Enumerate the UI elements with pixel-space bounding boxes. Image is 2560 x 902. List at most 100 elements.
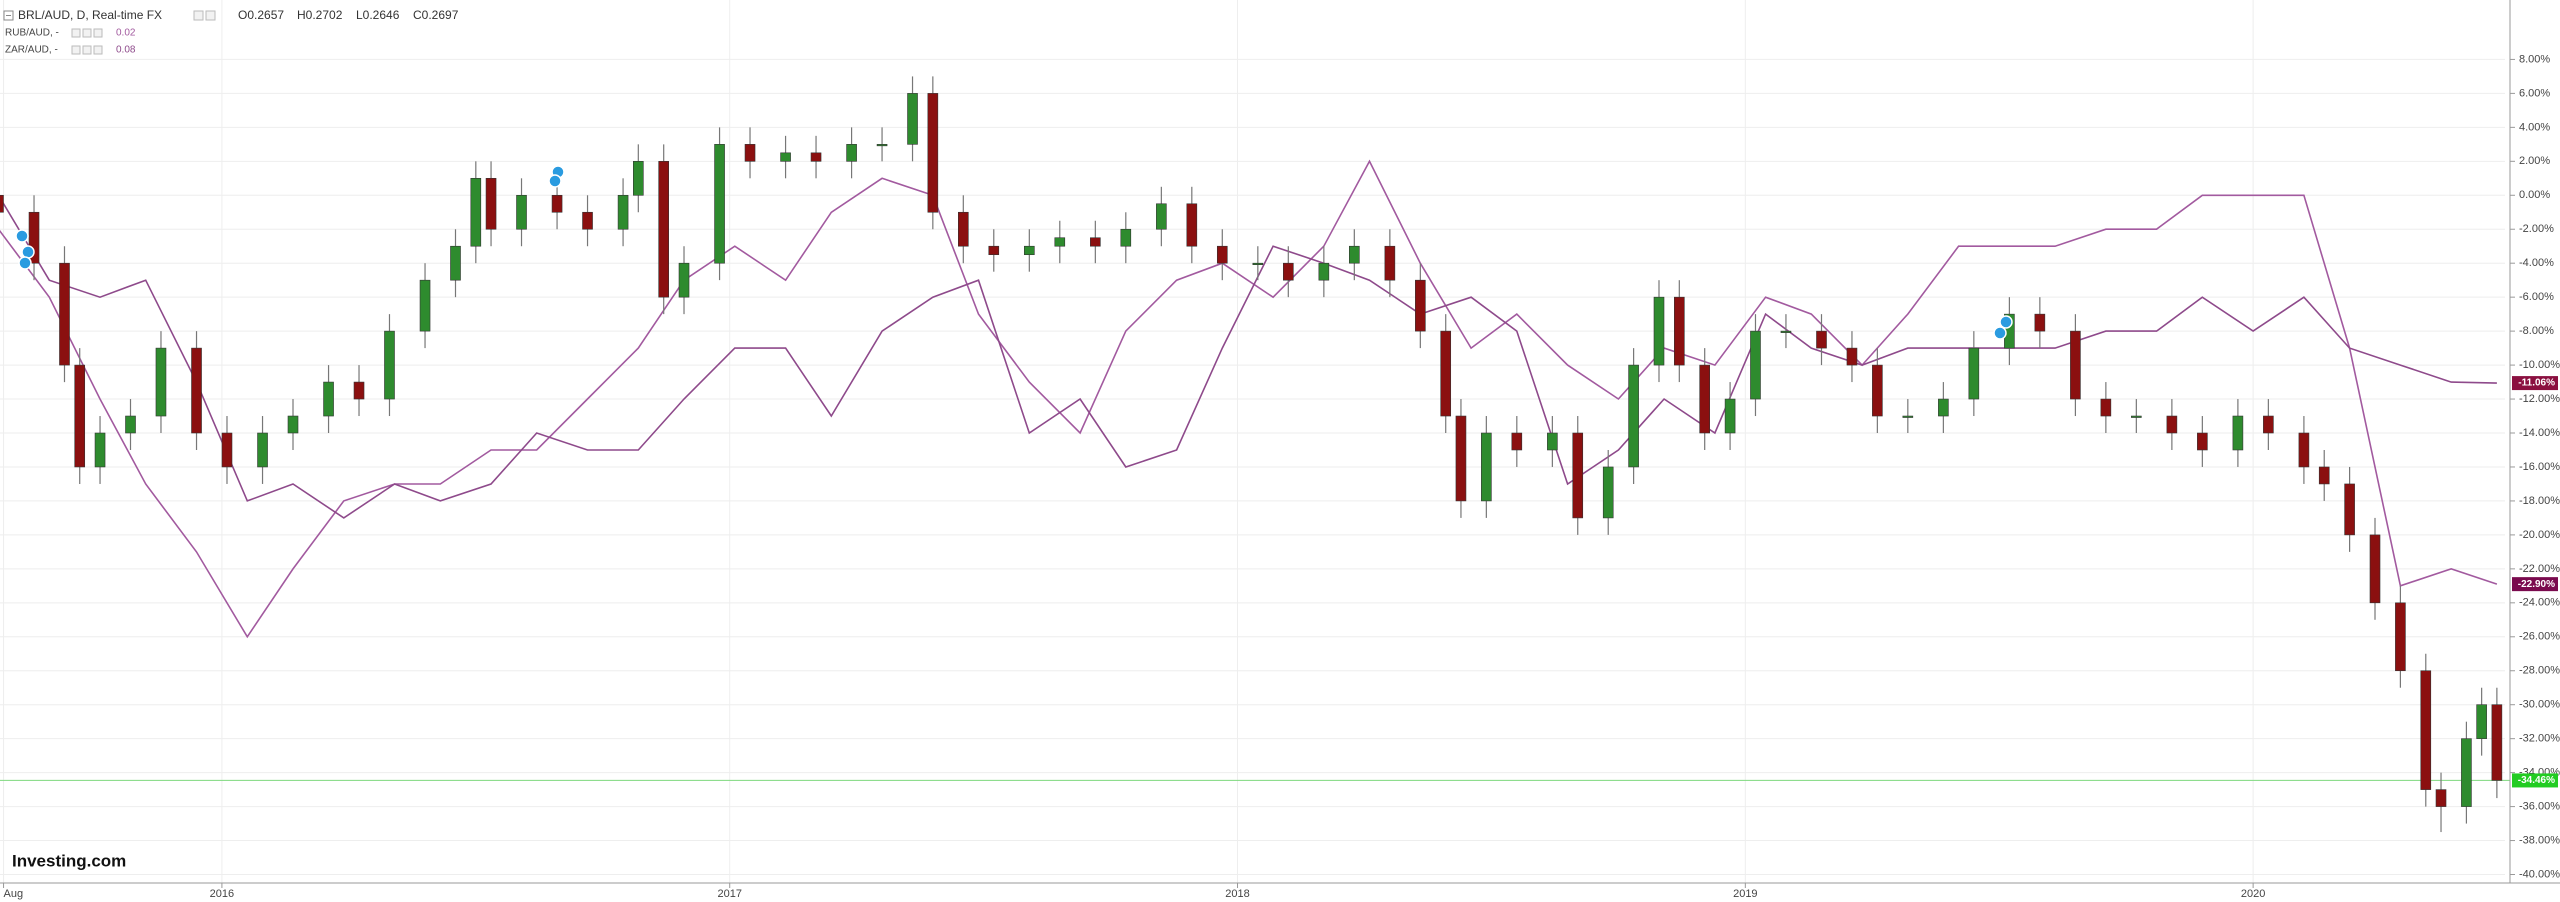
y-tick-label: -20.00% <box>2519 529 2560 541</box>
symbol-title: BRL/AUD, D, Real-time FX <box>18 8 162 22</box>
event-marker <box>1999 315 2013 329</box>
legend-button[interactable] <box>82 28 92 38</box>
candle-body <box>2318 466 2330 485</box>
legend-button[interactable] <box>71 28 81 38</box>
candle-body <box>155 347 167 417</box>
candle-body <box>2476 704 2487 739</box>
candle-body <box>1872 364 1883 417</box>
candle-body <box>485 177 497 230</box>
candle-body <box>714 144 725 264</box>
candle-body <box>2197 432 2208 451</box>
candle-body <box>94 432 106 468</box>
price-label-box <box>2512 773 2558 788</box>
candle-body <box>1547 432 1558 451</box>
candle-body <box>551 194 563 213</box>
candle-body <box>2491 704 2503 781</box>
candle-body <box>846 144 857 162</box>
close-button[interactable] <box>205 10 216 21</box>
candle-body <box>450 245 461 281</box>
y-tick-label: -22.00% <box>2519 563 2560 575</box>
collapse-icon[interactable] <box>3 10 14 21</box>
ohlc-close: C0.2697 <box>413 8 459 22</box>
candle-body <box>2344 483 2355 536</box>
candle-body <box>1216 245 1228 264</box>
candle-body <box>2100 398 2112 417</box>
candle-body <box>1846 347 1858 366</box>
legend-button[interactable] <box>71 45 81 55</box>
candle-layer <box>0 76 2503 833</box>
price-label-box <box>2512 376 2558 391</box>
candle-body <box>1283 262 1294 281</box>
y-tick-label: -36.00% <box>2519 800 2560 812</box>
candle-body <box>1750 330 1761 400</box>
candle-body <box>2166 415 2178 434</box>
candle-body <box>191 347 202 434</box>
candle-body <box>257 432 268 468</box>
candle-body <box>1090 237 1101 247</box>
candle-body <box>1186 203 1198 247</box>
candle-body <box>28 211 40 264</box>
price-label: -11.06% <box>2518 378 2555 389</box>
candle-body <box>1455 415 1467 502</box>
event-marker <box>15 229 29 243</box>
legend-value: 0.08 <box>116 45 136 56</box>
y-tick-label: -2.00% <box>2519 223 2554 235</box>
candle-body <box>419 279 431 332</box>
candle-body <box>323 381 334 417</box>
candle-body <box>221 432 233 468</box>
candle-body <box>2298 432 2310 468</box>
legend: RUB/AUD, - 0.02 ZAR/AUD, - 0.08 <box>5 28 136 56</box>
grid-layer <box>0 0 2510 883</box>
y-tick-label: -32.00% <box>2519 733 2560 745</box>
candle-body <box>617 194 629 230</box>
candle-body <box>1572 432 1584 519</box>
x-tick-label: Aug <box>4 888 24 900</box>
y-tick-label: -14.00% <box>2519 427 2560 439</box>
candle-body <box>1349 245 1360 264</box>
candle-body <box>1628 364 1639 468</box>
candle-body <box>125 415 136 434</box>
candle-body <box>582 211 593 230</box>
candle-body <box>988 245 1000 256</box>
candle-body <box>1699 364 1710 434</box>
candle-body <box>59 262 70 366</box>
candle-body <box>1653 296 1665 366</box>
candle-body <box>2263 415 2274 434</box>
candle-body <box>1054 237 1066 247</box>
candle-body <box>927 93 939 213</box>
candle-body <box>2070 330 2081 400</box>
candle-body <box>780 152 791 162</box>
y-tick-label: 0.00% <box>2519 189 2550 201</box>
candle-body <box>1384 245 1396 281</box>
candle-body <box>1902 415 1914 418</box>
y-tick-label: -8.00% <box>2519 325 2554 337</box>
y-tick-label: 6.00% <box>2519 87 2550 99</box>
y-tick-label: -30.00% <box>2519 699 2560 711</box>
candle-body <box>0 194 4 213</box>
y-tick-label: -10.00% <box>2519 359 2560 371</box>
x-tick-label: 2017 <box>717 888 741 900</box>
candle-body <box>287 415 299 434</box>
event-markers <box>15 165 2013 340</box>
y-tick-label: -16.00% <box>2519 461 2560 473</box>
candle-body <box>633 161 644 196</box>
y-tick-label: -18.00% <box>2519 495 2560 507</box>
candle-body <box>658 161 670 298</box>
axis-layer: 8.00% 6.00% 4.00% 2.00% 0.00% -2.00% -4.00% -6.… <box>3 53 2560 900</box>
y-tick-label: -24.00% <box>2519 597 2560 609</box>
legend-button[interactable] <box>93 28 103 38</box>
candle-body <box>1252 262 1264 266</box>
event-marker <box>1993 326 2007 340</box>
price-label-box <box>2512 577 2558 592</box>
x-tick-label: 2019 <box>1733 888 1757 900</box>
candle-body <box>2369 534 2381 604</box>
legend-button[interactable] <box>93 45 103 55</box>
settings-button[interactable] <box>193 10 204 21</box>
x-tick-label: 2020 <box>2241 888 2265 900</box>
candle-body <box>1481 432 1492 502</box>
y-tick-label: -4.00% <box>2519 257 2554 269</box>
legend-button[interactable] <box>82 45 92 55</box>
y-tick-label: -12.00% <box>2519 393 2560 405</box>
candle-body <box>1816 330 1827 349</box>
